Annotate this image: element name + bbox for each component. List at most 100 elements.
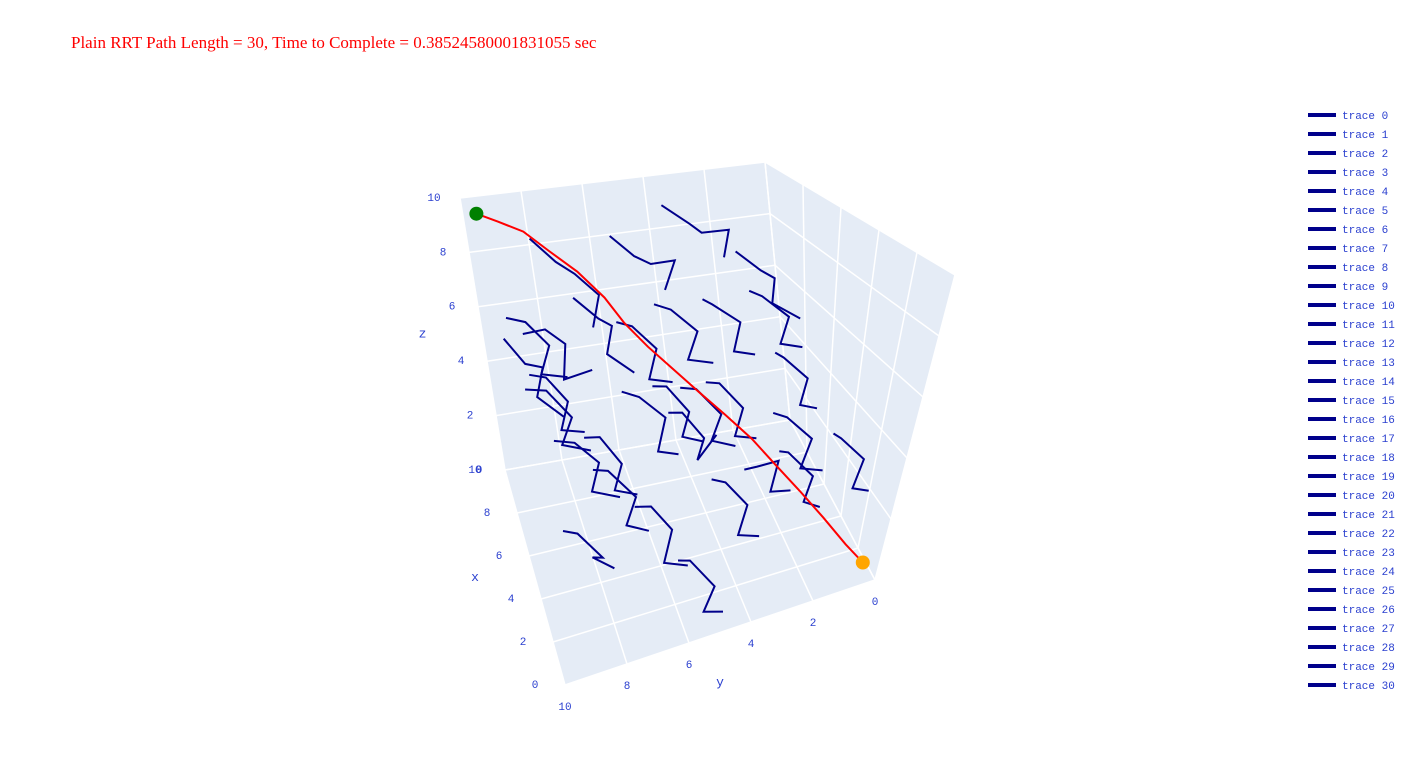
z-tick-label: 0 <box>476 465 483 477</box>
legend-label: trace 17 <box>1342 434 1395 446</box>
tree-branch <box>653 303 714 364</box>
tree-branch <box>652 385 705 443</box>
legend-label: trace 20 <box>1342 491 1395 503</box>
rrt-path <box>476 212 864 564</box>
x-tick-label: 6 <box>496 551 503 563</box>
z-tick-label: 4 <box>458 356 465 368</box>
grid-line <box>581 183 620 451</box>
legend-label: trace 21 <box>1342 510 1395 522</box>
tree-branch <box>779 450 821 508</box>
legend-label: trace 12 <box>1342 339 1395 351</box>
legend-label: trace 22 <box>1342 529 1395 541</box>
tree-branch <box>553 439 621 499</box>
tree-branch <box>680 386 736 447</box>
legend-label: trace 7 <box>1342 244 1388 256</box>
tree-branch <box>584 436 638 496</box>
tree-branch <box>592 468 650 532</box>
legend-label: trace 27 <box>1342 624 1395 636</box>
legend-label: trace 29 <box>1342 662 1395 674</box>
tree-branch <box>734 250 801 320</box>
legend-label: trace 5 <box>1342 206 1388 218</box>
y-axis-title: y <box>716 675 724 690</box>
legend-label: trace 19 <box>1342 472 1395 484</box>
grid-line <box>618 449 690 644</box>
grid-line <box>769 212 940 337</box>
y-tick-label: 2 <box>810 618 817 630</box>
grid-line <box>732 429 814 602</box>
tree-branch <box>505 316 568 379</box>
grid-line <box>459 197 506 471</box>
y-tick-label: 6 <box>686 660 693 672</box>
grid-line <box>552 547 859 643</box>
x-tick-label: 0 <box>532 680 539 692</box>
y-tick-label: 0 <box>872 597 879 609</box>
grid-line <box>840 229 880 517</box>
legend-label: trace 15 <box>1342 396 1395 408</box>
start-point <box>469 206 484 221</box>
grid-line <box>802 184 808 453</box>
grid-line <box>486 316 781 362</box>
legend-label: trace 3 <box>1342 168 1388 180</box>
tree-branch <box>562 530 615 570</box>
tree-branch <box>711 478 760 538</box>
goal-point <box>855 555 870 570</box>
legend-label: trace 24 <box>1342 567 1395 579</box>
tree-branch <box>705 381 757 440</box>
legend-label: trace 23 <box>1342 548 1395 560</box>
z-tick-label: 8 <box>440 247 447 259</box>
tree-branch <box>677 559 724 613</box>
grid-line <box>703 169 734 431</box>
legend-label: trace 14 <box>1342 377 1395 389</box>
x-tick-label: 4 <box>508 594 515 606</box>
grid-line <box>459 161 766 199</box>
y-tick-label: 4 <box>748 639 755 651</box>
legend-label: trace 25 <box>1342 586 1395 598</box>
legend-label: trace 11 <box>1342 320 1395 332</box>
legend-label: trace 26 <box>1342 605 1395 617</box>
grid-line <box>495 367 786 417</box>
grid-line <box>516 451 808 514</box>
legend-label: trace 8 <box>1342 263 1388 275</box>
legend-label: trace 0 <box>1342 111 1388 123</box>
grid-line <box>540 515 842 600</box>
grid-line <box>504 419 791 471</box>
z-tick-label: 10 <box>427 193 440 205</box>
z-tick-label: 6 <box>449 302 456 314</box>
legend: trace 0 trace 1 trace 2 trace 3 trace 4 trace… <box>1308 111 1395 693</box>
legend-label: trace 18 <box>1342 453 1395 465</box>
legend-label: trace 2 <box>1342 149 1388 161</box>
tree-branch <box>702 298 756 356</box>
legend-label: trace 13 <box>1342 358 1395 370</box>
legend-label: trace 28 <box>1342 643 1395 655</box>
tree-branch <box>634 505 688 567</box>
y-tick-label: 8 <box>624 681 631 693</box>
legend-label: trace 6 <box>1342 225 1388 237</box>
legend-label: trace 9 <box>1342 282 1388 294</box>
tree-branch <box>772 411 823 472</box>
grid-line <box>528 483 825 557</box>
legend-label: trace 4 <box>1342 187 1389 199</box>
grid-line <box>477 264 776 308</box>
x-axis-title: x <box>471 570 479 585</box>
tree-branch <box>748 289 803 349</box>
grid-line <box>468 212 771 254</box>
x-tick-label: 2 <box>520 637 527 649</box>
grid-line <box>857 252 918 549</box>
grid-line <box>789 419 876 581</box>
legend-label: trace 16 <box>1342 415 1395 427</box>
tree-branch <box>522 328 593 382</box>
grid-line <box>874 274 956 581</box>
tree-branch <box>621 390 679 456</box>
legend-label: trace 30 <box>1342 681 1395 693</box>
tree-branch <box>668 411 718 461</box>
grid-line <box>675 439 752 623</box>
wall-x <box>460 162 790 470</box>
tree-branch <box>528 237 600 328</box>
tree-branch <box>609 235 677 291</box>
grid-line <box>764 161 956 276</box>
grid-line <box>774 264 924 398</box>
chart-title: Plain RRT Path Length = 30, Time to Comp… <box>71 33 597 52</box>
grid-line <box>504 469 566 686</box>
legend-label: trace 1 <box>1342 130 1389 142</box>
